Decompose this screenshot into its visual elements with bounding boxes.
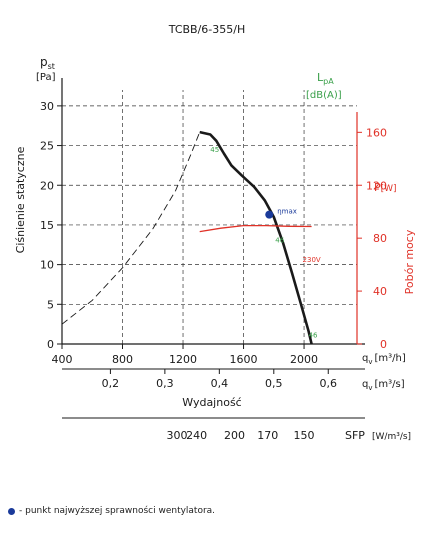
x-m3s-tick-label: 0,3 — [156, 377, 174, 390]
x-m3h-tick-label: 1200 — [169, 353, 197, 366]
sfp-label: SFP — [345, 429, 365, 442]
svg-text:LpA: LpA — [317, 71, 334, 86]
axes — [61, 78, 365, 419]
x-m3h-label: qv [m³/h] — [362, 353, 406, 366]
ticks-layer: 0 5 10 15 20 25 30 400 800 1200 1600 2000 0 40 80 120 16… — [40, 100, 387, 442]
y-right-tick-label: 80 — [373, 232, 387, 245]
chart-title: TCBB/6-355/H — [168, 23, 246, 36]
x-sfp-tick-label: 300 — [166, 429, 187, 442]
x-m3h-tick-label: 400 — [52, 353, 73, 366]
y-right-symbol: P — [374, 181, 381, 194]
series-pressure-extrapolated — [61, 131, 201, 325]
y-left-subscript: st — [48, 62, 55, 71]
y-left-tick-label: 10 — [40, 259, 54, 272]
footnote-text: - punkt najwyższej sprawności wentylator… — [19, 506, 216, 516]
x-m3h-tick-label: 2000 — [290, 353, 318, 366]
x-title: Wydajność — [182, 396, 241, 409]
y-left-tick-label: 30 — [40, 100, 54, 113]
y-left-tick-label: 20 — [40, 179, 54, 192]
y-right-tick-label: 160 — [366, 126, 387, 139]
sound-value-label: 45 — [210, 146, 219, 154]
y-left-tick-label: 15 — [40, 219, 54, 232]
sound-label: LpA [dB(A)] — [306, 71, 342, 101]
svg-text:P[W]: P[W] — [374, 181, 397, 194]
y-left-tick-label: 25 — [40, 140, 54, 153]
x-sfp-tick-label: 170 — [257, 429, 278, 442]
annotations-layer: 45 46 46 ηmax 230V — [210, 146, 321, 340]
eta-max-label: ηmax — [277, 208, 297, 216]
svg-text:pst: pst — [40, 55, 55, 71]
y-right-unit-label: P[W] — [374, 181, 397, 194]
y-right-tick-label: 0 — [380, 338, 387, 351]
x-m3h-tick-label: 1600 — [230, 353, 258, 366]
x-sfp-tick-label: 240 — [186, 429, 207, 442]
y-right-tick-label: 40 — [373, 285, 387, 298]
sound-symbol: L — [317, 71, 324, 84]
footnote: - punkt najwyższej sprawności wentylator… — [8, 506, 215, 516]
x-m3s-tick-label: 0,6 — [320, 377, 338, 390]
series-layer — [61, 130, 313, 345]
sound-value-label: 46 — [309, 332, 318, 340]
x-m3s-tick-label: 0,5 — [265, 377, 283, 390]
series-pressure — [199, 130, 313, 345]
eta-max-marker — [265, 210, 274, 219]
y-right-tick-label: 120 — [366, 179, 387, 192]
y-right-title: Pobór mocy — [403, 229, 416, 294]
marker-dot-icon — [8, 507, 15, 515]
x-m3s-label: qv [m³/s] — [362, 379, 405, 392]
sound-unit: [dB(A)] — [306, 90, 342, 101]
x-m3s-tick-label: 0,2 — [102, 377, 120, 390]
series-power — [199, 224, 312, 233]
y-left-symbol: p — [40, 55, 48, 69]
sound-value-label: 46 — [275, 236, 284, 244]
grid — [62, 90, 357, 344]
y-left-title: Ciśnienie statyczne — [14, 146, 27, 253]
y-left-unit: [Pa] — [36, 72, 56, 83]
x-sfp-tick-label: 150 — [294, 429, 315, 442]
y-left-tick-label: 5 — [47, 298, 54, 311]
y-left-unit-label: pst [Pa] — [36, 55, 56, 83]
x-m3h-tick-label: 800 — [112, 353, 133, 366]
voltage-label: 230V — [303, 256, 321, 264]
sound-subscript: pA — [323, 77, 334, 86]
y-right-unit: [W] — [381, 184, 397, 194]
sfp-unit: [W/m³/s] — [372, 432, 411, 442]
x-sfp-tick-label: 200 — [224, 429, 245, 442]
x-m3s-tick-label: 0,4 — [211, 377, 229, 390]
y-left-tick-label: 0 — [47, 338, 54, 351]
